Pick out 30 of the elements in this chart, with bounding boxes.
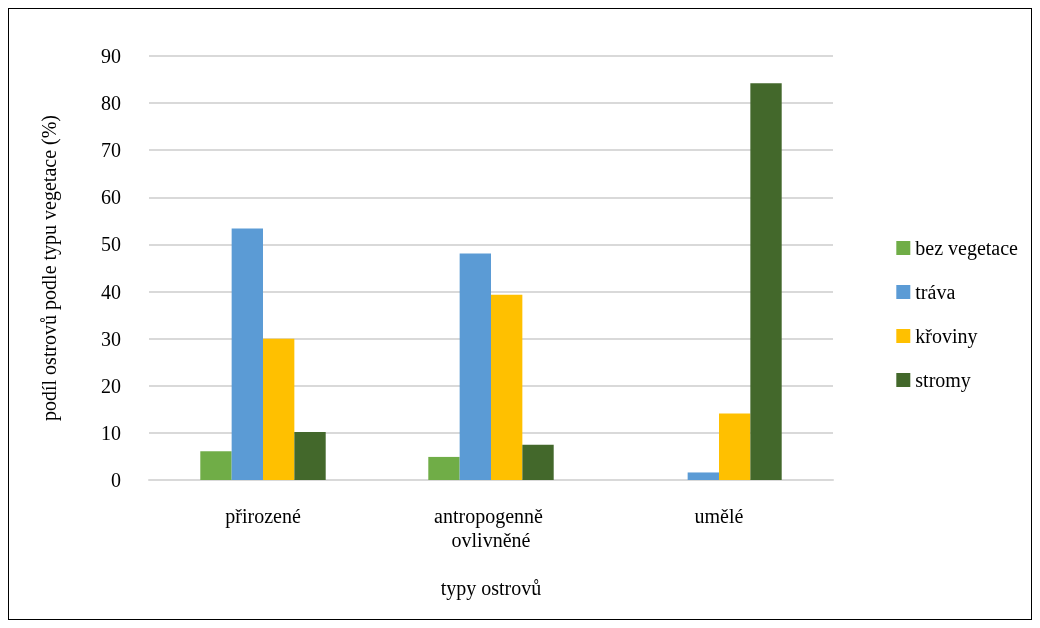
y-tick-label: 60 (101, 186, 121, 209)
bar (231, 228, 263, 480)
y-tick-label: 30 (101, 327, 121, 350)
bar (200, 451, 232, 480)
x-tick-label: přirozené (225, 505, 301, 528)
legend-label: křoviny (915, 325, 978, 348)
legend-label: tráva (915, 281, 956, 303)
bar (687, 472, 719, 480)
y-tick-label: 90 (101, 45, 121, 67)
x-tick-label: antropogenně ovlivněné (434, 505, 548, 551)
bar (491, 294, 523, 480)
bar (522, 444, 554, 480)
bar (263, 338, 295, 480)
y-tick-label: 0 (111, 469, 121, 491)
x-tick-label: umělé (694, 505, 744, 527)
legend-label: stromy (915, 369, 971, 392)
bar (294, 431, 326, 480)
legend-label: bez vegetace (915, 237, 1019, 260)
bar (428, 456, 460, 480)
bar (750, 83, 782, 480)
bar (719, 413, 751, 480)
y-tick-label: 70 (101, 139, 121, 162)
y-axis-title: podíl ostrovů podle typu vegetace (%) (38, 114, 61, 422)
y-tick-label: 80 (101, 92, 121, 115)
y-tick-label: 20 (101, 374, 121, 397)
y-tick-label: 40 (101, 280, 121, 303)
bar (459, 253, 491, 480)
y-tick-label: 50 (101, 233, 121, 256)
y-tick-label: 10 (101, 421, 121, 444)
x-axis-title: typy ostrovů (440, 577, 542, 600)
